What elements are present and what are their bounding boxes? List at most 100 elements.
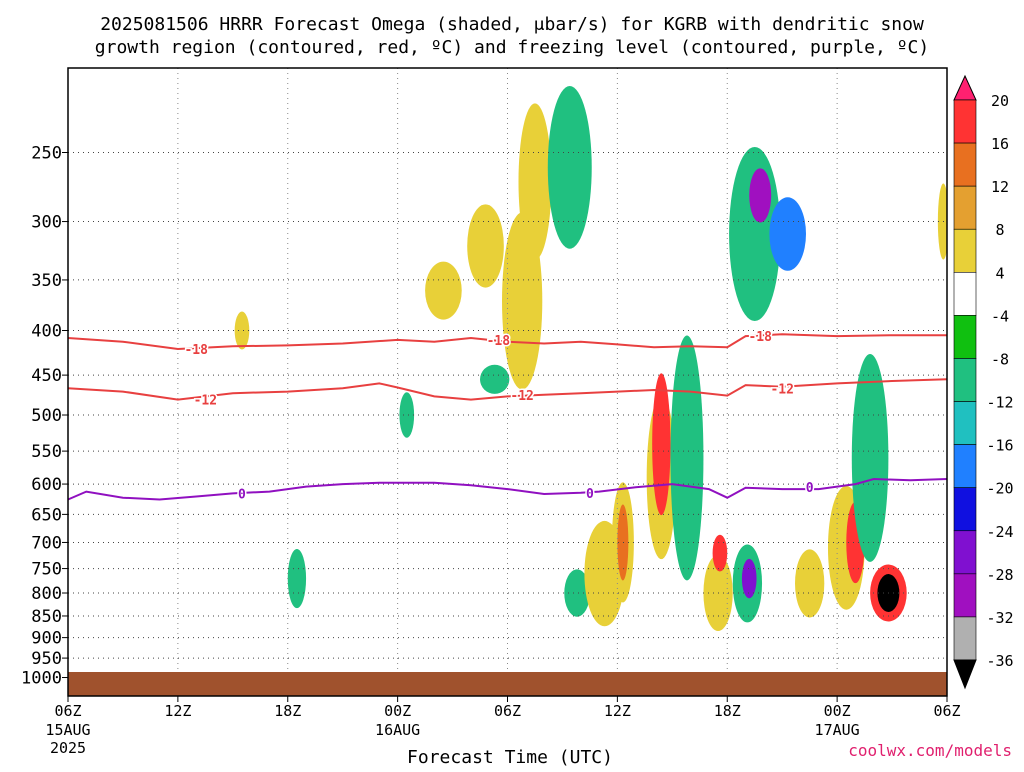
y-tick-label: 500 xyxy=(31,406,62,426)
omega-region xyxy=(287,548,307,609)
colorbar-label: -32 xyxy=(986,609,1013,627)
colorbar-label: 4 xyxy=(995,264,1004,282)
omega-region xyxy=(769,197,806,271)
omega-region xyxy=(425,261,462,320)
contour-line xyxy=(67,378,948,401)
omega-region xyxy=(480,364,510,394)
colorbar-label: -16 xyxy=(986,437,1013,455)
colorbar-label: -20 xyxy=(986,480,1013,498)
colorbar-label: 12 xyxy=(991,178,1009,196)
x-tick-label: 06Z xyxy=(54,702,81,720)
contour-label: 0 xyxy=(238,487,246,502)
omega-region xyxy=(670,335,704,581)
x-axis-label: Forecast Time (UTC) xyxy=(407,747,613,768)
colorbar-swatch xyxy=(953,616,977,661)
omega-region xyxy=(533,437,585,479)
omega-region xyxy=(467,204,504,288)
omega-region xyxy=(617,504,629,581)
contour-line xyxy=(67,477,948,501)
omega-region xyxy=(795,549,825,618)
chart-title-line1: 2025081506 HRRR Forecast Omega (shaded, … xyxy=(100,14,924,35)
x-tick-date: 16AUG xyxy=(375,721,420,739)
omega-region xyxy=(502,212,543,390)
y-tick-label: 950 xyxy=(31,649,62,669)
colorbar-arrow-bottom xyxy=(953,659,977,690)
omega-region xyxy=(652,373,671,516)
y-tick-label: 650 xyxy=(31,505,62,525)
omega-region xyxy=(741,558,757,599)
y-tick-label: 850 xyxy=(31,607,62,627)
contour-label: 0 xyxy=(586,487,594,502)
colorbar-label: 8 xyxy=(995,221,1004,239)
y-tick-label: 550 xyxy=(31,442,62,462)
colorbar: 20 16 12 8 4 -4 -8 -12 -16 -20 -24 -28 -32 -36 xyxy=(953,74,1014,690)
colorbar-label: -4 xyxy=(991,307,1009,325)
colorbar-swatch xyxy=(953,487,977,532)
colorbar-label: -8 xyxy=(991,350,1009,368)
omega-region xyxy=(749,168,772,223)
contour-label: -12 xyxy=(194,394,217,409)
colorbar-swatch xyxy=(953,444,977,488)
y-tick-label: 250 xyxy=(31,144,62,164)
x-tick-label: 06Z xyxy=(933,702,960,720)
omega-region xyxy=(712,534,728,572)
y-tick-label: 300 xyxy=(31,213,62,233)
axis-labels: 2503003504004505005506006507007508008509… xyxy=(21,144,961,757)
contour-label: 0 xyxy=(806,481,814,496)
colorbar-swatch xyxy=(953,272,977,316)
colorbar-swatch xyxy=(953,530,977,575)
colorbar-swatch xyxy=(953,99,977,144)
y-tick-label: 600 xyxy=(31,475,62,495)
contour-label: -12 xyxy=(510,389,533,404)
y-tick-label: 1000 xyxy=(21,669,62,689)
colorbar-swatch xyxy=(953,185,977,230)
colorbar-arrow-top xyxy=(953,74,977,101)
contour-label: -18 xyxy=(748,330,772,345)
x-tick-label: 00Z xyxy=(824,702,851,720)
x-tick-year: 2025 xyxy=(50,739,86,757)
omega-region xyxy=(580,293,633,387)
x-tick-label: 00Z xyxy=(384,702,411,720)
x-tick-label: 18Z xyxy=(274,702,301,720)
x-tick-date: 17AUG xyxy=(815,721,860,739)
contour-line xyxy=(67,333,947,351)
omega-region xyxy=(399,392,415,438)
omega-shading xyxy=(234,86,947,659)
colorbar-swatch xyxy=(953,142,977,187)
colorbar-swatch xyxy=(953,573,977,618)
y-tick-label: 450 xyxy=(31,366,62,386)
y-tick-label: 700 xyxy=(31,533,62,553)
omega-region xyxy=(937,183,947,260)
contour-label: -12 xyxy=(770,382,793,397)
colorbar-label: -12 xyxy=(986,394,1013,412)
contour-label: -18 xyxy=(184,343,208,358)
colorbar-label: -24 xyxy=(986,523,1013,541)
contour-lines: -18 -18 -18 -12 -12 -12 0 0 0 xyxy=(67,329,948,504)
x-tick-label: 06Z xyxy=(494,702,521,720)
colorbar-swatch xyxy=(953,401,977,445)
x-tick-date: 15AUG xyxy=(45,721,90,739)
colorbar-label: -28 xyxy=(986,566,1013,584)
contour-label: -18 xyxy=(487,334,511,349)
colorbar-label: -36 xyxy=(986,652,1013,670)
y-tick-label: 900 xyxy=(31,629,62,649)
omega-region-group xyxy=(234,86,947,659)
x-tick-label: 12Z xyxy=(164,702,191,720)
omega-region xyxy=(547,86,592,249)
colorbar-swatch xyxy=(953,358,977,402)
omega-region xyxy=(851,353,889,562)
omega-region xyxy=(234,311,250,350)
y-tick-label: 400 xyxy=(31,322,62,342)
omega-region xyxy=(564,569,590,617)
y-tick-label: 350 xyxy=(31,271,62,291)
colorbar-label: 20 xyxy=(991,92,1009,110)
y-tick-label: 800 xyxy=(31,584,62,604)
colorbar-swatch xyxy=(953,228,977,273)
credit-text: coolwx.com/models xyxy=(848,741,1012,760)
x-tick-label: 18Z xyxy=(714,702,741,720)
colorbar-label: 16 xyxy=(991,135,1009,153)
y-tick-label: 750 xyxy=(31,560,62,580)
x-tick-label: 12Z xyxy=(604,702,631,720)
